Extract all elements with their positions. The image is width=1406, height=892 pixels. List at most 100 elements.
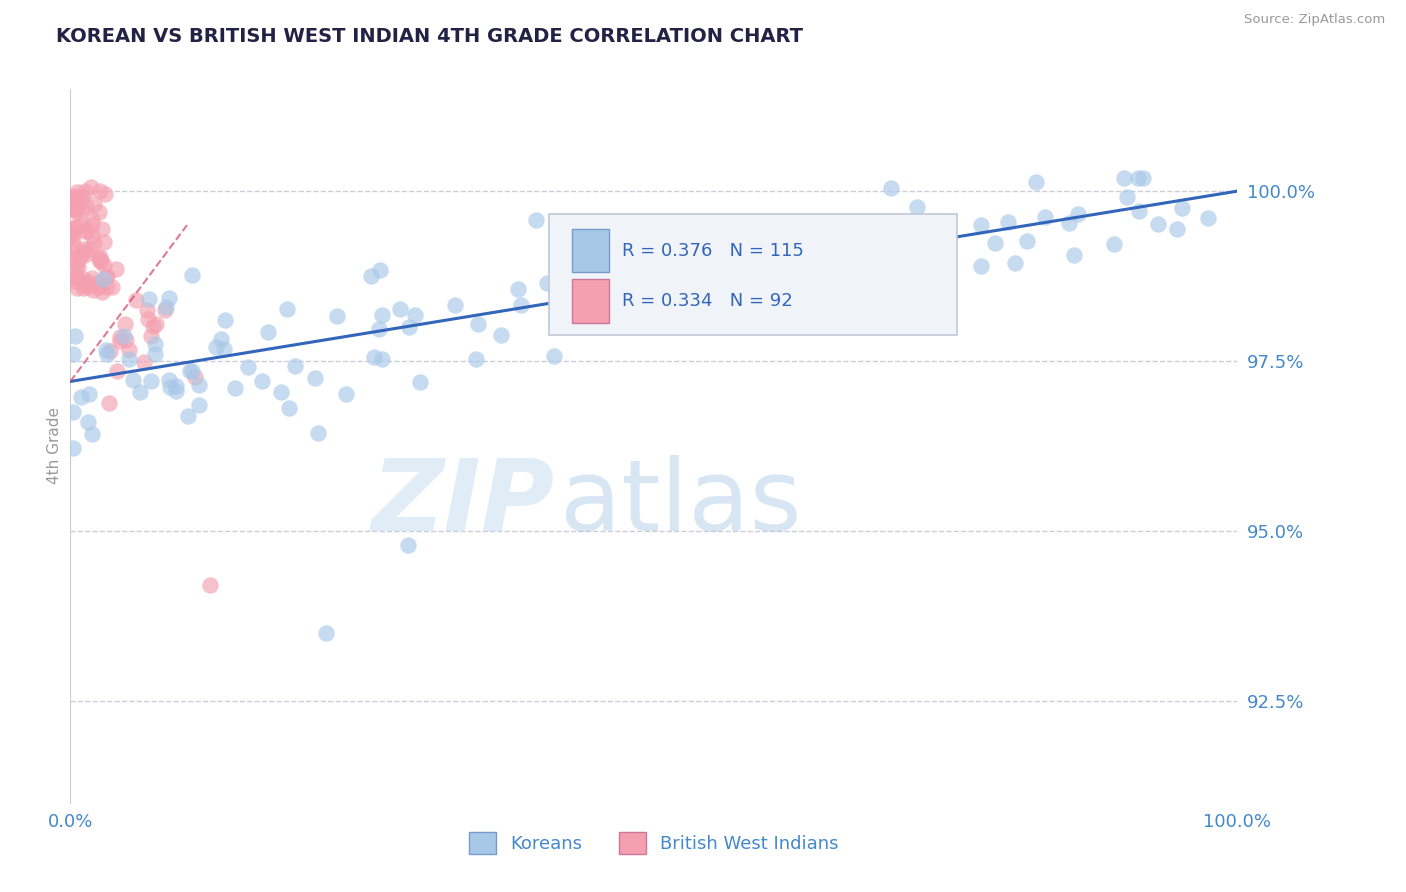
Point — [236, 359, 259, 374]
Point — [66, 256, 89, 270]
Point — [214, 313, 236, 327]
Point — [917, 224, 939, 238]
Point — [904, 239, 927, 253]
Point — [76, 247, 98, 261]
Point — [65, 329, 87, 343]
Point — [136, 303, 159, 318]
Point — [910, 249, 932, 263]
Point — [1102, 236, 1125, 251]
Point — [671, 318, 693, 333]
Point — [1015, 234, 1038, 248]
Point — [368, 263, 391, 277]
Point — [60, 222, 83, 236]
Point — [87, 280, 110, 294]
Point — [117, 343, 139, 357]
Point — [63, 241, 86, 255]
Point — [326, 309, 349, 323]
Point — [177, 409, 200, 424]
Point — [94, 187, 117, 202]
Point — [96, 280, 118, 294]
Point — [110, 334, 132, 349]
Point — [1033, 210, 1056, 224]
Point — [75, 224, 97, 238]
Point — [93, 235, 115, 250]
Point — [67, 191, 90, 205]
Point — [73, 277, 96, 292]
Point — [98, 343, 121, 358]
Point — [82, 211, 104, 226]
Point — [1059, 216, 1081, 230]
Point — [1004, 256, 1026, 270]
Point — [62, 274, 84, 288]
Point — [142, 319, 165, 334]
Point — [157, 291, 180, 305]
Point — [145, 318, 167, 332]
Point — [970, 260, 993, 274]
Point — [315, 626, 337, 640]
Point — [813, 268, 835, 282]
Point — [627, 299, 650, 313]
Point — [63, 191, 86, 205]
Point — [997, 215, 1019, 229]
Point — [62, 347, 84, 361]
Point — [666, 247, 689, 261]
Point — [141, 374, 163, 388]
Point — [132, 355, 155, 369]
Point — [83, 196, 105, 211]
Point — [676, 266, 699, 280]
Point — [307, 426, 329, 441]
Text: Source: ZipAtlas.com: Source: ZipAtlas.com — [1244, 13, 1385, 27]
Point — [970, 219, 993, 233]
Point — [153, 302, 176, 317]
Point — [93, 271, 115, 285]
Point — [143, 347, 166, 361]
Point — [89, 250, 111, 264]
Point — [880, 181, 903, 195]
Point — [82, 283, 104, 297]
Point — [409, 376, 432, 390]
Point — [129, 385, 152, 400]
Point — [138, 292, 160, 306]
Point — [509, 297, 531, 311]
Y-axis label: 4th Grade: 4th Grade — [46, 408, 62, 484]
Point — [89, 254, 111, 268]
Bar — [572, 279, 609, 323]
Point — [72, 280, 94, 294]
Point — [108, 330, 131, 344]
Point — [118, 351, 141, 366]
Point — [67, 260, 90, 274]
Point — [793, 219, 815, 234]
Point — [94, 343, 117, 357]
Point — [181, 364, 204, 378]
Point — [66, 281, 89, 295]
Point — [87, 251, 110, 265]
Point — [508, 282, 530, 296]
Point — [72, 190, 94, 204]
Point — [672, 262, 695, 277]
Point — [80, 271, 103, 285]
Point — [707, 243, 730, 257]
Point — [277, 401, 299, 416]
Point — [157, 373, 180, 387]
Point — [304, 371, 326, 385]
Point — [65, 270, 87, 285]
Point — [1128, 170, 1150, 185]
Point — [80, 219, 103, 233]
Point — [66, 185, 89, 199]
Point — [335, 387, 357, 401]
Point — [66, 205, 89, 219]
Text: R = 0.376   N = 115: R = 0.376 N = 115 — [623, 242, 804, 260]
Point — [666, 268, 689, 282]
Point — [543, 349, 565, 363]
Point — [1063, 248, 1085, 262]
Point — [389, 301, 412, 316]
Point — [75, 275, 97, 289]
Point — [80, 180, 103, 194]
Point — [114, 333, 136, 347]
Point — [77, 387, 100, 401]
Point — [661, 314, 683, 328]
Point — [1197, 211, 1219, 225]
Point — [62, 230, 84, 244]
Point — [1146, 217, 1168, 231]
Point — [91, 222, 114, 236]
